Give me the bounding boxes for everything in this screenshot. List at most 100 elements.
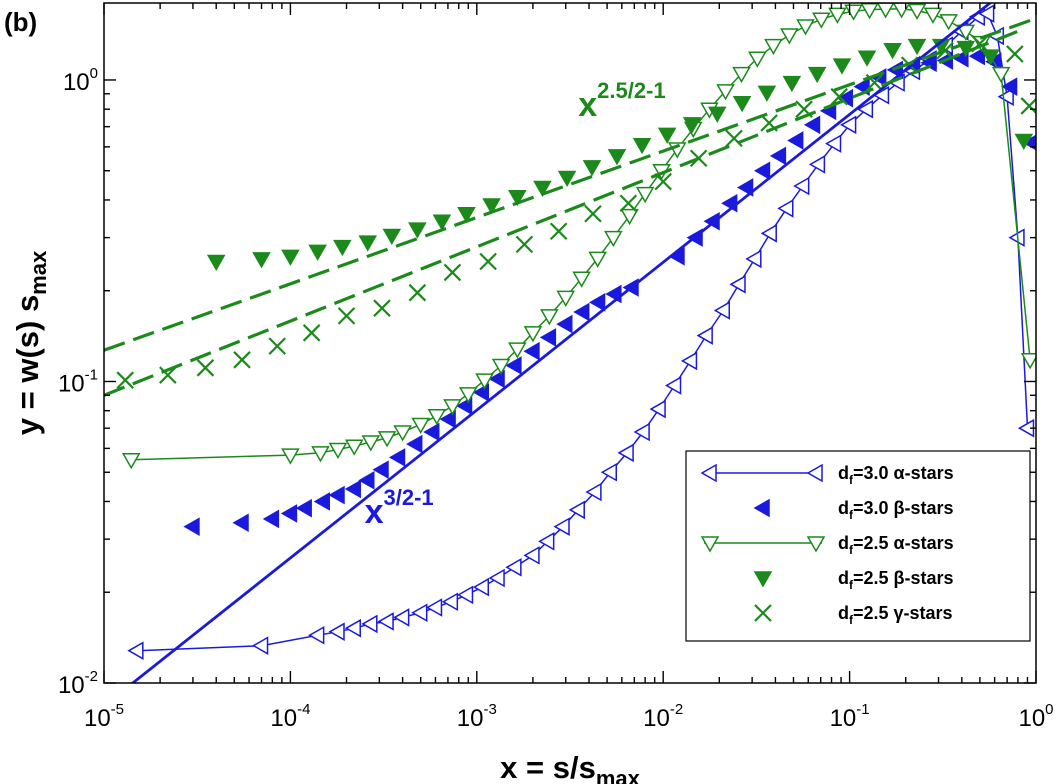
data-point <box>760 224 777 243</box>
legend-marker <box>806 463 823 483</box>
legend-box <box>685 450 1031 642</box>
data-point <box>757 85 777 102</box>
power-law-annotation: x3/2-1 <box>365 485 434 531</box>
data-point <box>372 460 389 479</box>
data-point <box>488 568 505 588</box>
data-point <box>523 546 540 565</box>
data-point <box>936 41 954 60</box>
data-point <box>382 228 402 245</box>
data-point <box>716 84 735 101</box>
legend-label: df=2.5 γ-stars <box>838 603 953 627</box>
data-point <box>432 214 452 231</box>
data-point <box>508 189 527 207</box>
data-point <box>539 328 557 347</box>
data-point <box>649 399 666 419</box>
fit-line <box>130 3 993 683</box>
series-line <box>131 8 1031 461</box>
data-point <box>812 12 831 29</box>
series-7 <box>104 29 1019 397</box>
data-point <box>472 577 490 597</box>
data-point <box>604 230 623 248</box>
data-point <box>748 51 767 68</box>
data-point <box>549 222 568 241</box>
data-point <box>458 387 478 404</box>
data-point <box>457 207 476 224</box>
data-point <box>907 38 927 56</box>
data-point <box>344 618 361 638</box>
data-point <box>713 301 731 320</box>
data-point <box>423 422 440 442</box>
data-point <box>1020 353 1036 370</box>
data-point <box>121 453 141 470</box>
data-point <box>281 249 300 266</box>
data-point <box>556 314 573 334</box>
series-5 <box>130 3 993 683</box>
x-tick-label: 10-1 <box>830 701 870 732</box>
data-point <box>883 42 902 60</box>
data-point <box>1014 133 1034 150</box>
legend-marker <box>806 536 826 553</box>
data-point <box>633 422 650 442</box>
data-point <box>313 492 330 511</box>
data-point <box>328 622 345 641</box>
data-point <box>682 117 702 134</box>
data-point <box>344 479 361 499</box>
axes: 10-5 10-4 10-3 10-2 10-1 100 10-2 10-1 100 <box>58 2 1054 732</box>
data-point <box>764 38 783 56</box>
data-point <box>657 127 677 144</box>
data-point <box>585 482 602 502</box>
data-point <box>968 46 986 66</box>
legend-item: df=2.5 α-stars <box>700 533 954 557</box>
legend-item: df=3.0 α-stars <box>700 463 954 487</box>
data-point <box>268 337 287 355</box>
data-point <box>183 517 200 536</box>
data-point <box>262 509 280 529</box>
data-point <box>127 641 144 660</box>
data-point <box>505 557 522 577</box>
data-point <box>443 399 462 416</box>
x-tick-label: 100 <box>1018 701 1053 732</box>
data-point <box>707 106 727 123</box>
plot-frame <box>103 2 1037 684</box>
data-point <box>828 7 847 24</box>
series-layer <box>104 3 1036 683</box>
data-point <box>777 199 794 218</box>
data-point <box>232 513 249 533</box>
data-point <box>840 115 857 135</box>
data-point <box>408 222 427 239</box>
x-tick-label: 10-4 <box>270 701 310 732</box>
series-4 <box>116 34 1036 389</box>
x-tick-label: 10-3 <box>457 701 497 732</box>
data-point <box>377 612 394 631</box>
data-point <box>665 376 682 395</box>
data-point <box>252 252 271 269</box>
data-point <box>635 186 655 204</box>
y-tick-label: 10-2 <box>58 668 98 699</box>
data-point <box>856 99 874 119</box>
data-point <box>311 446 330 463</box>
data-point <box>337 307 356 325</box>
data-point <box>233 351 251 369</box>
data-point <box>488 369 505 389</box>
series-2 <box>121 3 1036 470</box>
data-point <box>533 180 552 197</box>
data-point <box>361 614 378 634</box>
data-point <box>572 271 591 288</box>
data-point <box>377 431 397 448</box>
data-point <box>568 500 585 520</box>
power-law-annotation: x2.5/2-1 <box>578 78 665 124</box>
legend-label: df=2.5 α-stars <box>838 533 954 557</box>
annotations: x3/2-1 x2.5/2-1 <box>365 78 666 531</box>
data-point <box>745 249 762 269</box>
data-point <box>523 326 543 343</box>
data-point <box>361 435 381 452</box>
data-point <box>796 19 815 36</box>
data-point <box>308 244 327 261</box>
data-point <box>729 275 746 294</box>
legend-item: df=2.5 γ-stars <box>754 603 953 627</box>
data-point <box>406 434 423 454</box>
data-point <box>388 448 406 467</box>
data-point <box>588 251 607 268</box>
legend-marker <box>753 571 773 588</box>
